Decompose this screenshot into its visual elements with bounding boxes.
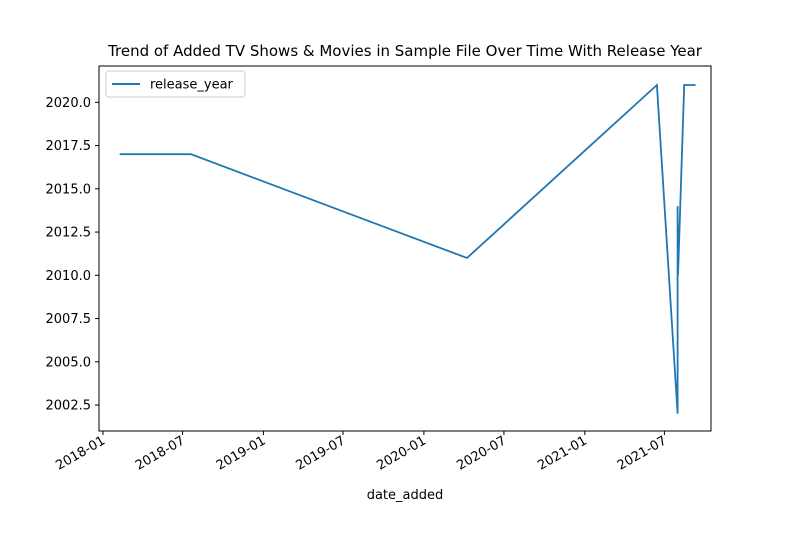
y-tick-label: 2015.0 xyxy=(46,182,92,197)
legend-label: release_year xyxy=(150,78,234,93)
x-tick-label: 2021-07 xyxy=(615,433,670,473)
y-tick-label: 2005.0 xyxy=(46,355,92,370)
x-tick-label: 2018-07 xyxy=(133,433,188,473)
x-tick-label: 2018-01 xyxy=(53,433,108,473)
x-tick-label: 2021-01 xyxy=(535,433,590,473)
x-tick-label: 2019-01 xyxy=(214,433,269,473)
y-tick-label: 2007.5 xyxy=(46,312,92,327)
x-axis-label: date_added xyxy=(367,488,444,503)
y-tick-label: 2012.5 xyxy=(46,226,92,241)
series-release-year xyxy=(119,83,696,414)
y-tick-label: 2020.0 xyxy=(46,96,92,111)
x-axis: 2018-01 2018-07 2019-01 2019-07 2020-01 2020-… xyxy=(53,431,669,474)
plot-area-frame xyxy=(98,65,712,432)
y-tick-label: 2002.5 xyxy=(46,399,92,414)
legend: release_year xyxy=(105,70,246,98)
y-tick-label: 2017.5 xyxy=(46,139,92,154)
series-line-release_year xyxy=(119,83,696,414)
legend-box xyxy=(105,70,246,98)
x-tick-label: 2020-01 xyxy=(374,433,429,473)
chart-title: Trend of Added TV Shows & Movies in Samp… xyxy=(107,42,703,60)
y-tick-label: 2010.0 xyxy=(46,269,92,284)
y-axis: 2002.5 2005.0 2007.5 2010.0 2012.5 2015.0 2017… xyxy=(46,96,99,414)
x-tick-label: 2020-07 xyxy=(454,433,509,473)
x-tick-label: 2019-07 xyxy=(293,433,348,473)
